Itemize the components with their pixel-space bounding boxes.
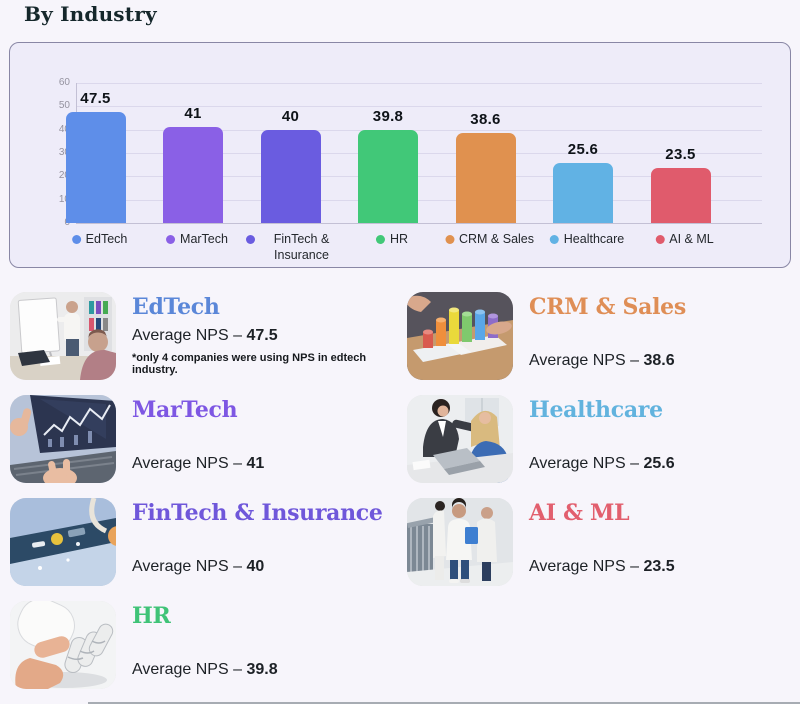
page-title: By Industry bbox=[24, 2, 157, 26]
gridline-50 bbox=[76, 106, 762, 108]
industry-card: FinTech & Insurance Average NPS – 40 bbox=[10, 498, 393, 586]
industry-card-average-nps: Average NPS – 39.8 bbox=[132, 661, 278, 678]
industry-card-info: FinTech & Insurance Average NPS – 40 bbox=[132, 498, 393, 586]
bar-Healthcare bbox=[553, 163, 613, 223]
industry-card-info: AI & ML Average NPS – 23.5 bbox=[529, 498, 790, 586]
industry-card: EdTech Average NPS – 47.5 *only 4 compan… bbox=[10, 292, 393, 380]
bar-value-label: 47.5 bbox=[80, 90, 111, 108]
industry-card: Healthcare Average NPS – 25.6 bbox=[407, 395, 790, 483]
legend-dot bbox=[444, 235, 454, 244]
industry-card-footnote: *only 4 companies were using NPS in edte… bbox=[132, 352, 367, 376]
bar-chart-plot-area: 010203040506047.5EdTech41MarTech40FinTec… bbox=[10, 43, 790, 267]
legend-label: HR bbox=[389, 232, 409, 246]
gridline-40 bbox=[76, 129, 762, 131]
y-axis-tick: 40 bbox=[58, 123, 70, 135]
gridline-30 bbox=[76, 153, 762, 154]
bar-value-label: 40 bbox=[281, 107, 300, 125]
robot-handshake-photo bbox=[10, 601, 116, 689]
legend-item-FinTech & Insurance: FinTech & Insurance bbox=[245, 232, 344, 263]
legend-label: FinTech & Insurance bbox=[273, 232, 330, 262]
legend-dot bbox=[245, 235, 255, 244]
y-axis-tick: 50 bbox=[58, 100, 70, 112]
gridline-0 bbox=[76, 223, 762, 224]
legend-label: MarTech bbox=[180, 232, 228, 246]
industry-card-average-nps: Average NPS – 38.6 bbox=[529, 352, 675, 369]
finance-flatlay-photo bbox=[10, 498, 116, 586]
cards-column-left: EdTech Average NPS – 47.5 *only 4 compan… bbox=[10, 292, 393, 704]
industry-card-title: HR bbox=[132, 603, 171, 629]
legend-item-HR: HR bbox=[375, 232, 409, 248]
legend-item-AI & ML: AI & ML bbox=[655, 232, 714, 248]
bar-value-label: 23.5 bbox=[665, 146, 696, 164]
colorful-bar-blocks-photo bbox=[407, 292, 513, 380]
bar-AI & ML bbox=[650, 168, 711, 223]
industry-card-average-nps: Average NPS – 40 bbox=[132, 558, 265, 575]
y-axis-tick: 10 bbox=[58, 193, 70, 205]
bar-FinTech & Insurance bbox=[260, 129, 321, 223]
cards-column-right: CRM & Sales Average NPS – 38.6 Healthcar… bbox=[407, 292, 790, 601]
y-axis-tick: 20 bbox=[58, 170, 70, 182]
industry-card-info: EdTech Average NPS – 47.5 *only 4 compan… bbox=[132, 292, 393, 380]
gridline-10 bbox=[76, 199, 762, 201]
industry-card-info: Healthcare Average NPS – 25.6 bbox=[529, 395, 790, 483]
stock-chart-laptop-photo bbox=[10, 395, 116, 483]
bar-CRM & Sales bbox=[455, 132, 516, 223]
industry-card: AI & ML Average NPS – 23.5 bbox=[407, 498, 790, 586]
industry-card-title: FinTech & Insurance bbox=[132, 500, 383, 526]
industry-card-title: MarTech bbox=[132, 397, 238, 423]
industry-cards-grid: EdTech Average NPS – 47.5 *only 4 compan… bbox=[10, 292, 790, 704]
bar-EdTech bbox=[65, 112, 126, 223]
industry-card-average-nps: Average NPS – 23.5 bbox=[529, 558, 675, 575]
legend-dot bbox=[71, 235, 81, 244]
legend-dot bbox=[166, 235, 176, 244]
industry-card: MarTech Average NPS – 41 bbox=[10, 395, 393, 483]
legend-label: EdTech bbox=[85, 232, 128, 246]
industry-card-title: CRM & Sales bbox=[529, 294, 686, 320]
bar-value-label: 38.6 bbox=[470, 110, 501, 128]
legend-label: AI & ML bbox=[669, 232, 714, 246]
industry-card: HR Average NPS – 39.8 bbox=[10, 601, 393, 689]
legend-item-EdTech: EdTech bbox=[71, 232, 128, 248]
legend-label: Healthcare bbox=[563, 232, 625, 246]
legend-item-CRM & Sales: CRM & Sales bbox=[444, 232, 535, 248]
industry-card-average-nps: Average NPS – 47.5 bbox=[132, 327, 278, 344]
industry-card-average-nps: Average NPS – 25.6 bbox=[529, 455, 675, 472]
legend-item-Healthcare: Healthcare bbox=[549, 232, 625, 248]
nps-by-industry-chart: 010203040506047.5EdTech41MarTech40FinTec… bbox=[9, 42, 791, 268]
legend-dot bbox=[655, 235, 665, 244]
legend-dot bbox=[549, 235, 559, 244]
legend-dot bbox=[375, 235, 385, 244]
industry-card-title: Healthcare bbox=[529, 397, 663, 423]
industry-card-title: EdTech bbox=[132, 294, 220, 320]
doctors-walking-photo bbox=[407, 498, 513, 586]
industry-card-average-nps: Average NPS – 41 bbox=[132, 455, 265, 472]
legend-label: CRM & Sales bbox=[458, 232, 535, 246]
office-meeting-photo bbox=[407, 395, 513, 483]
bar-value-label: 39.8 bbox=[372, 108, 404, 126]
bar-value-label: 25.6 bbox=[567, 141, 599, 159]
bar-MarTech bbox=[163, 127, 223, 223]
industry-card-info: CRM & Sales Average NPS – 38.6 bbox=[529, 292, 790, 380]
industry-card-info: MarTech Average NPS – 41 bbox=[132, 395, 393, 483]
bar-value-label: 41 bbox=[184, 105, 202, 123]
industry-card: CRM & Sales Average NPS – 38.6 bbox=[407, 292, 790, 380]
industry-card-info: HR Average NPS – 39.8 bbox=[132, 601, 393, 689]
y-axis-tick: 30 bbox=[58, 147, 70, 158]
bar-HR bbox=[358, 130, 418, 223]
industry-card-title: AI & ML bbox=[529, 500, 630, 526]
office-whiteboard-photo bbox=[10, 292, 116, 380]
y-axis-tick: 60 bbox=[58, 77, 70, 88]
legend-item-MarTech: MarTech bbox=[166, 232, 228, 248]
gridline-60 bbox=[76, 83, 762, 84]
gridline-20 bbox=[76, 176, 762, 178]
section-divider bbox=[88, 702, 800, 704]
